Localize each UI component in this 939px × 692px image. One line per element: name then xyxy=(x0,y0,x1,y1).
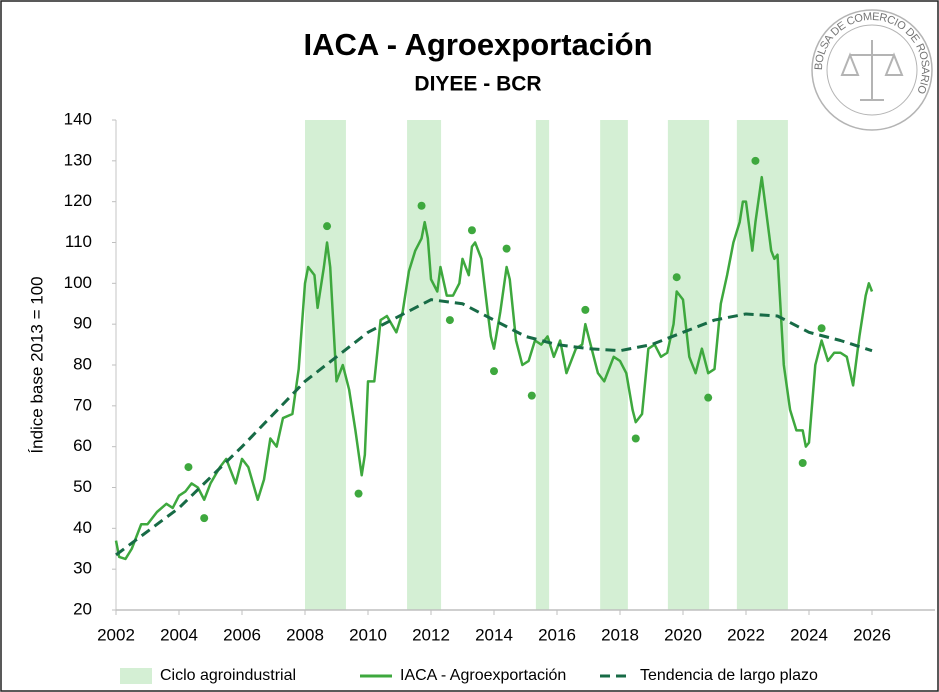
point xyxy=(581,305,590,314)
point xyxy=(467,226,476,235)
point xyxy=(490,367,498,376)
chart-title: IACA - Agroexportación xyxy=(303,27,652,62)
point xyxy=(631,434,640,443)
band xyxy=(305,120,346,610)
logo-ring xyxy=(826,24,918,116)
band xyxy=(667,120,710,610)
band xyxy=(535,120,550,610)
legend-item: IACA - Agroexportación xyxy=(360,667,566,684)
x-tick-label: 2018 xyxy=(601,625,639,644)
y-tick-label: 20 xyxy=(73,599,92,618)
x-tick-label: 2010 xyxy=(349,625,387,644)
point xyxy=(672,273,681,282)
x-tick-label: 2020 xyxy=(664,625,702,644)
y-tick-label: 140 xyxy=(64,109,92,128)
y-tick-label: 130 xyxy=(64,150,92,169)
point xyxy=(502,244,511,253)
point xyxy=(751,156,760,165)
x-tick-label: 2026 xyxy=(853,625,891,644)
legend-item: Ciclo agroindustrial xyxy=(120,667,296,684)
y-tick-label: 30 xyxy=(73,559,92,578)
point xyxy=(184,463,193,472)
point xyxy=(417,201,426,210)
band xyxy=(736,120,788,610)
point xyxy=(527,391,536,400)
trend-line xyxy=(115,298,873,557)
data-line xyxy=(114,175,874,561)
legend-label: Ciclo agroindustrial xyxy=(160,667,296,684)
y-tick-label: 120 xyxy=(64,191,92,210)
point xyxy=(354,489,363,498)
y-tick-label: 100 xyxy=(64,273,92,292)
y-tick-label: 50 xyxy=(73,477,92,496)
y-tick-label: 90 xyxy=(73,314,92,333)
chart-subtitle: DIYEE - BCR xyxy=(414,73,541,96)
x-tick-label: 2024 xyxy=(790,625,828,644)
point xyxy=(798,459,807,467)
x-tick-label: 2004 xyxy=(160,625,198,644)
legend-item: Tendencia de largo plazo xyxy=(600,667,818,684)
y-tick-label: 60 xyxy=(73,436,92,455)
legend-swatch xyxy=(120,668,152,684)
point xyxy=(445,316,454,325)
y-tick-label: 80 xyxy=(73,354,92,373)
y-tick-label: 40 xyxy=(73,518,92,537)
legend-label: Tendencia de largo plazo xyxy=(640,667,818,684)
x-tick-label: 2012 xyxy=(412,625,450,644)
point xyxy=(200,514,209,523)
point xyxy=(817,324,826,333)
y-tick-label: 70 xyxy=(73,395,92,414)
band xyxy=(407,120,442,610)
x-tick-label: 2008 xyxy=(286,625,324,644)
x-tick-label: 2006 xyxy=(223,625,261,644)
x-tick-label: 2002 xyxy=(97,625,135,644)
band xyxy=(600,120,628,610)
x-tick-label: 2016 xyxy=(538,625,576,644)
y-tick-label: 110 xyxy=(65,232,92,251)
y-axis-label: Índice base 2013 = 100 xyxy=(27,276,46,453)
logo-ring xyxy=(811,9,933,131)
point xyxy=(704,393,713,402)
legend-label: IACA - Agroexportación xyxy=(400,667,566,684)
point xyxy=(323,222,332,231)
x-tick-label: 2022 xyxy=(727,625,765,644)
x-tick-label: 2014 xyxy=(475,625,513,644)
logo-scale xyxy=(840,40,904,101)
